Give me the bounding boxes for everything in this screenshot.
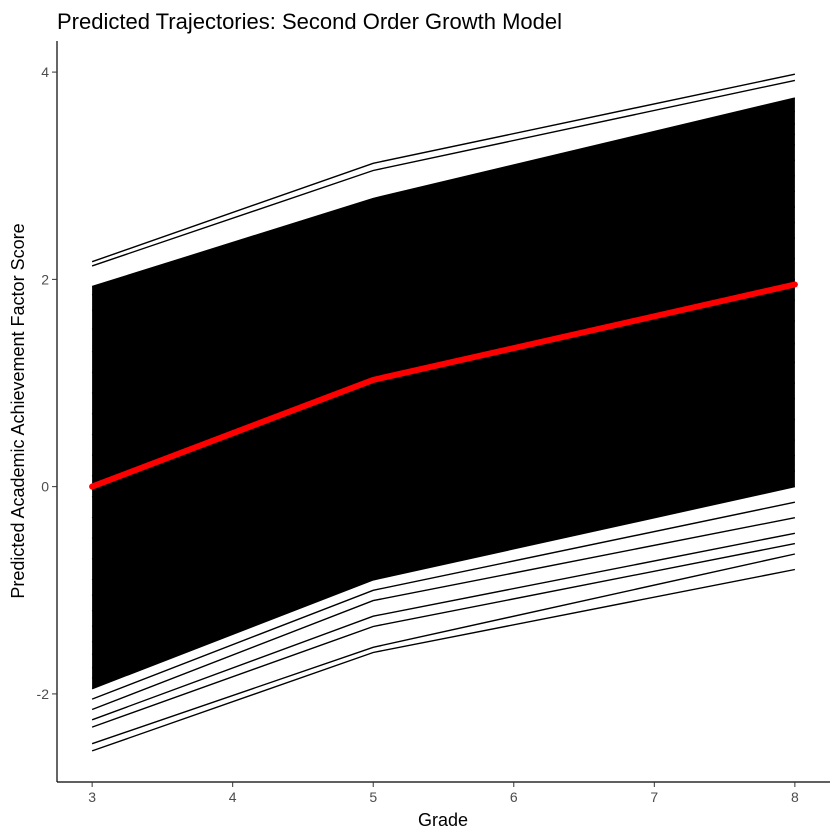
trajectory-line xyxy=(91,190,796,415)
trajectory-line xyxy=(91,382,796,612)
trajectory-line xyxy=(91,361,796,597)
trajectory-line xyxy=(91,517,796,711)
dense-trajectory-region xyxy=(92,98,795,689)
chart-title: Predicted Trajectories: Second Order Gro… xyxy=(57,9,562,34)
y-tick-label: 0 xyxy=(41,479,49,495)
trajectory-line xyxy=(91,568,796,752)
x-tick-label: 6 xyxy=(510,789,518,805)
trajectory-line xyxy=(91,237,796,477)
trajectory-line xyxy=(91,342,796,581)
mean-trajectory-line xyxy=(89,281,798,490)
trajectory-line xyxy=(91,73,796,263)
x-tick-label: 8 xyxy=(791,789,799,805)
trajectory-line xyxy=(91,320,796,560)
x-tick-label: 5 xyxy=(369,789,377,805)
trajectory-line xyxy=(91,542,796,728)
trajectory-line xyxy=(91,206,796,436)
trajectory-line xyxy=(91,299,796,540)
trajectory-band xyxy=(92,98,795,689)
trajectory-line xyxy=(91,79,796,267)
trajectory-line xyxy=(91,532,796,721)
trajectory-line xyxy=(91,110,796,296)
mean-trajectory xyxy=(89,281,798,490)
trajectory-line xyxy=(91,133,796,330)
x-axis-title: Grade xyxy=(418,810,468,830)
axes: 3 4 5 6 7 8 -2 0 2 4 xyxy=(37,41,830,805)
trajectory-line xyxy=(91,439,796,656)
plot-area xyxy=(89,73,798,752)
trajectory-line xyxy=(91,470,796,680)
individual-trajectories xyxy=(91,73,796,752)
y-tick-label: 4 xyxy=(41,64,49,80)
x-tick-label: 7 xyxy=(650,789,658,805)
trajectory-line xyxy=(91,553,796,745)
x-tick-label: 4 xyxy=(229,789,237,805)
trajectory-line xyxy=(91,397,796,628)
trajectory-line xyxy=(91,159,796,374)
trajectory-line xyxy=(91,418,796,643)
trajectory-line xyxy=(91,97,796,288)
trajectory-line xyxy=(91,143,796,353)
y-ticks: -2 0 2 4 xyxy=(37,64,57,702)
trajectory-line xyxy=(91,221,796,457)
x-ticks: 3 4 5 6 7 8 xyxy=(88,782,799,805)
trajectory-line xyxy=(91,123,796,312)
trajectory-line xyxy=(91,501,796,700)
trajectory-line xyxy=(91,485,796,690)
y-tick-label: 2 xyxy=(41,271,49,287)
y-tick-label: -2 xyxy=(37,686,50,702)
y-axis-title: Predicted Academic Achievement Factor Sc… xyxy=(8,223,28,598)
x-tick-label: 3 xyxy=(88,789,96,805)
trajectory-line xyxy=(91,175,796,395)
trajectory-line xyxy=(91,454,796,669)
